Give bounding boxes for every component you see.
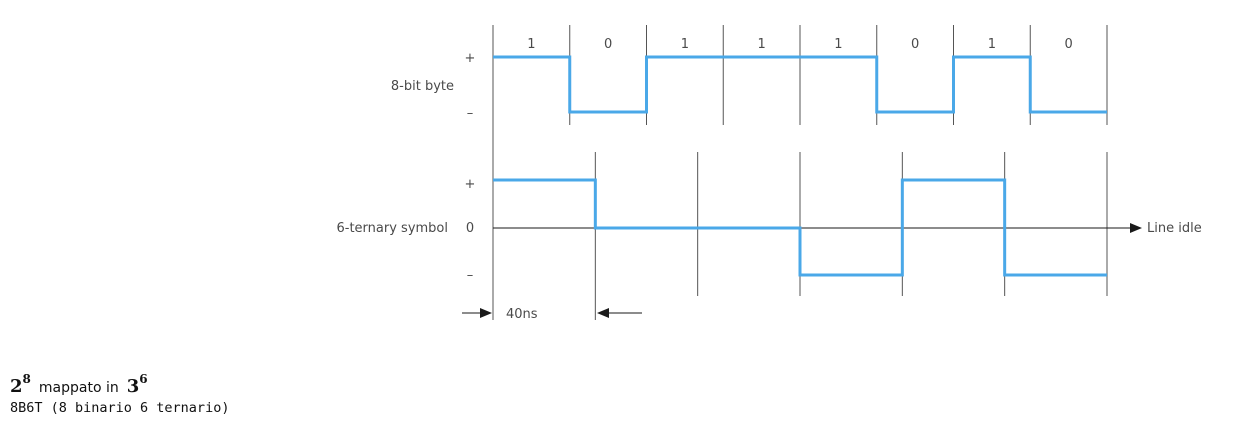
axis-arrowhead (1130, 223, 1142, 233)
bit-labels: 1 0 1 1 1 0 1 0 (527, 37, 1073, 52)
formula-base-ternary: 3 (126, 376, 140, 397)
bit-value-label: 1 (834, 37, 842, 52)
bit-value-label: 1 (757, 37, 765, 52)
formula-exponent-binary: 8 (22, 372, 31, 386)
formula-base-binary: 2 (10, 376, 23, 397)
byte-plus-mark: + (465, 51, 476, 66)
byte-waveform (493, 55, 1107, 114)
formula-word: mappato in (38, 380, 119, 396)
period-right-arrowhead (597, 308, 609, 318)
line-idle-label: Line idle (1147, 221, 1202, 236)
period-left-arrowhead (480, 308, 492, 318)
encoding-name: 8B6T (8 binario 6 ternario) (10, 400, 230, 416)
axis-group (493, 223, 1142, 233)
formula-exponent-ternary: 6 (139, 372, 148, 386)
byte-label: 8-bit byte (391, 79, 454, 94)
symbol-label: 6-ternary symbol (337, 221, 449, 236)
bit-value-label: 0 (604, 37, 612, 52)
bit-value-label: 1 (681, 37, 689, 52)
symbol-zero-mark: 0 (466, 221, 474, 236)
period-label: 40ns (506, 307, 538, 322)
symbol-minus-mark: – (467, 268, 474, 283)
bit-value-label: 0 (1064, 37, 1072, 52)
byte-minus-mark: – (467, 106, 474, 121)
bit-value-label: 1 (988, 37, 996, 52)
ternary-waveform (493, 178, 1107, 277)
period-marker: 40ns (462, 307, 642, 322)
symbol-plus-mark: + (465, 177, 476, 192)
bit-value-label: 1 (527, 37, 535, 52)
bit-value-label: 0 (911, 37, 919, 52)
mapping-formula: 28 mappato in 36 (10, 372, 148, 397)
